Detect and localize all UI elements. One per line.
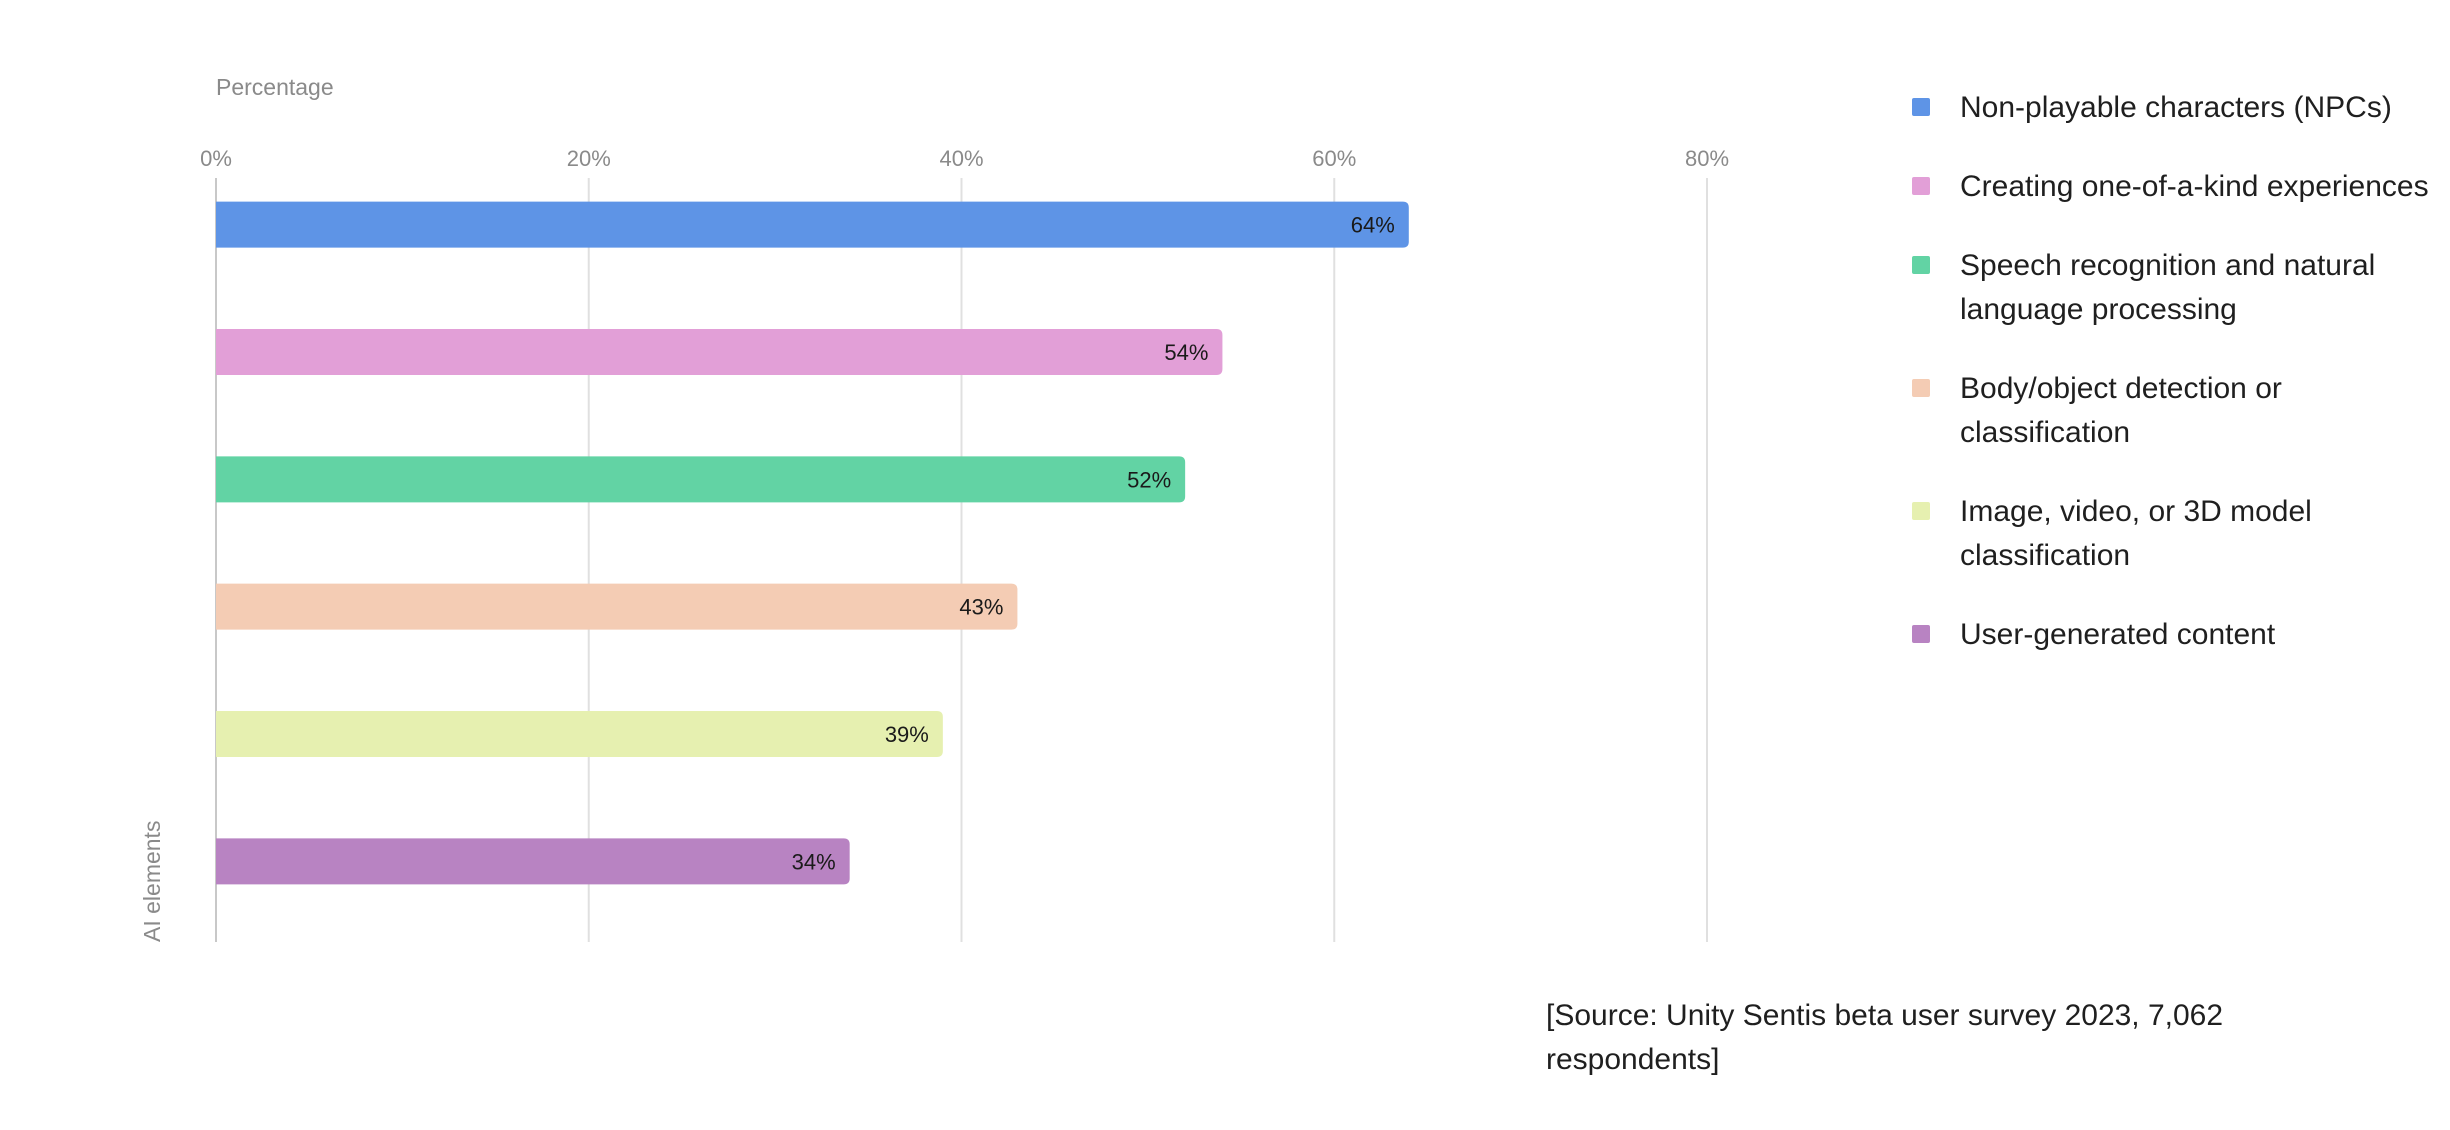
data-labels: 64% 54% 52% 43% 39% 34% — [792, 213, 1395, 875]
bar-data-label: 39% — [885, 722, 929, 747]
legend-label: Image, video, or 3D model classification — [1960, 495, 2312, 572]
bar — [216, 456, 1186, 503]
x-axis-title: Percentage — [216, 74, 334, 100]
bar — [216, 329, 1223, 375]
bar-data-label: 34% — [792, 849, 836, 874]
gridlines — [215, 178, 1708, 942]
x-tick-label: 40% — [939, 146, 983, 171]
legend-item: Speech recognition and natural language … — [1912, 244, 2432, 332]
bar — [216, 583, 1018, 630]
legend-item: Body/object detection or classification — [1912, 367, 2432, 455]
legend-label: Speech recognition and natural language … — [1960, 249, 2376, 326]
bar-data-label: 54% — [1164, 340, 1208, 365]
bar-data-label: 43% — [959, 595, 1003, 620]
x-tick-label: 80% — [1685, 146, 1729, 171]
bars — [216, 201, 1409, 885]
x-tick-label: 0% — [200, 146, 232, 171]
legend-label: Body/object detection or classification — [1960, 372, 2282, 449]
legend-label: User-generated content — [1960, 618, 2276, 651]
legend-item: User-generated content — [1912, 613, 2432, 657]
legend-label: Creating one-of-a-kind experiences — [1960, 170, 2429, 203]
legend-swatch — [1912, 379, 1930, 397]
bar-data-label: 52% — [1127, 467, 1171, 492]
legend-item: Non-playable characters (NPCs) — [1912, 86, 2432, 130]
legend-swatch — [1912, 256, 1930, 274]
legend-item: Creating one-of-a-kind experiences — [1912, 165, 2432, 209]
bar — [216, 838, 850, 885]
bar — [216, 201, 1409, 248]
legend-swatch — [1912, 625, 1930, 643]
legend: Non-playable characters (NPCs) Creating o… — [1912, 86, 2432, 692]
legend-swatch — [1912, 502, 1930, 520]
legend-item: Image, video, or 3D model classification — [1912, 490, 2432, 578]
bar-data-label: 64% — [1351, 213, 1395, 238]
legend-swatch — [1912, 98, 1930, 116]
legend-label: Non-playable characters (NPCs) — [1960, 91, 2392, 124]
x-tick-label: 20% — [567, 146, 611, 171]
y-axis-title: AI elements — [139, 821, 165, 942]
x-axis-ticks: 0% 20% 40% 60% 80% — [200, 146, 1729, 171]
bar — [216, 711, 943, 757]
x-tick-label: 60% — [1312, 146, 1356, 171]
legend-swatch — [1912, 177, 1930, 195]
source-note: [Source: Unity Sentis beta user survey 2… — [1546, 999, 2224, 1076]
